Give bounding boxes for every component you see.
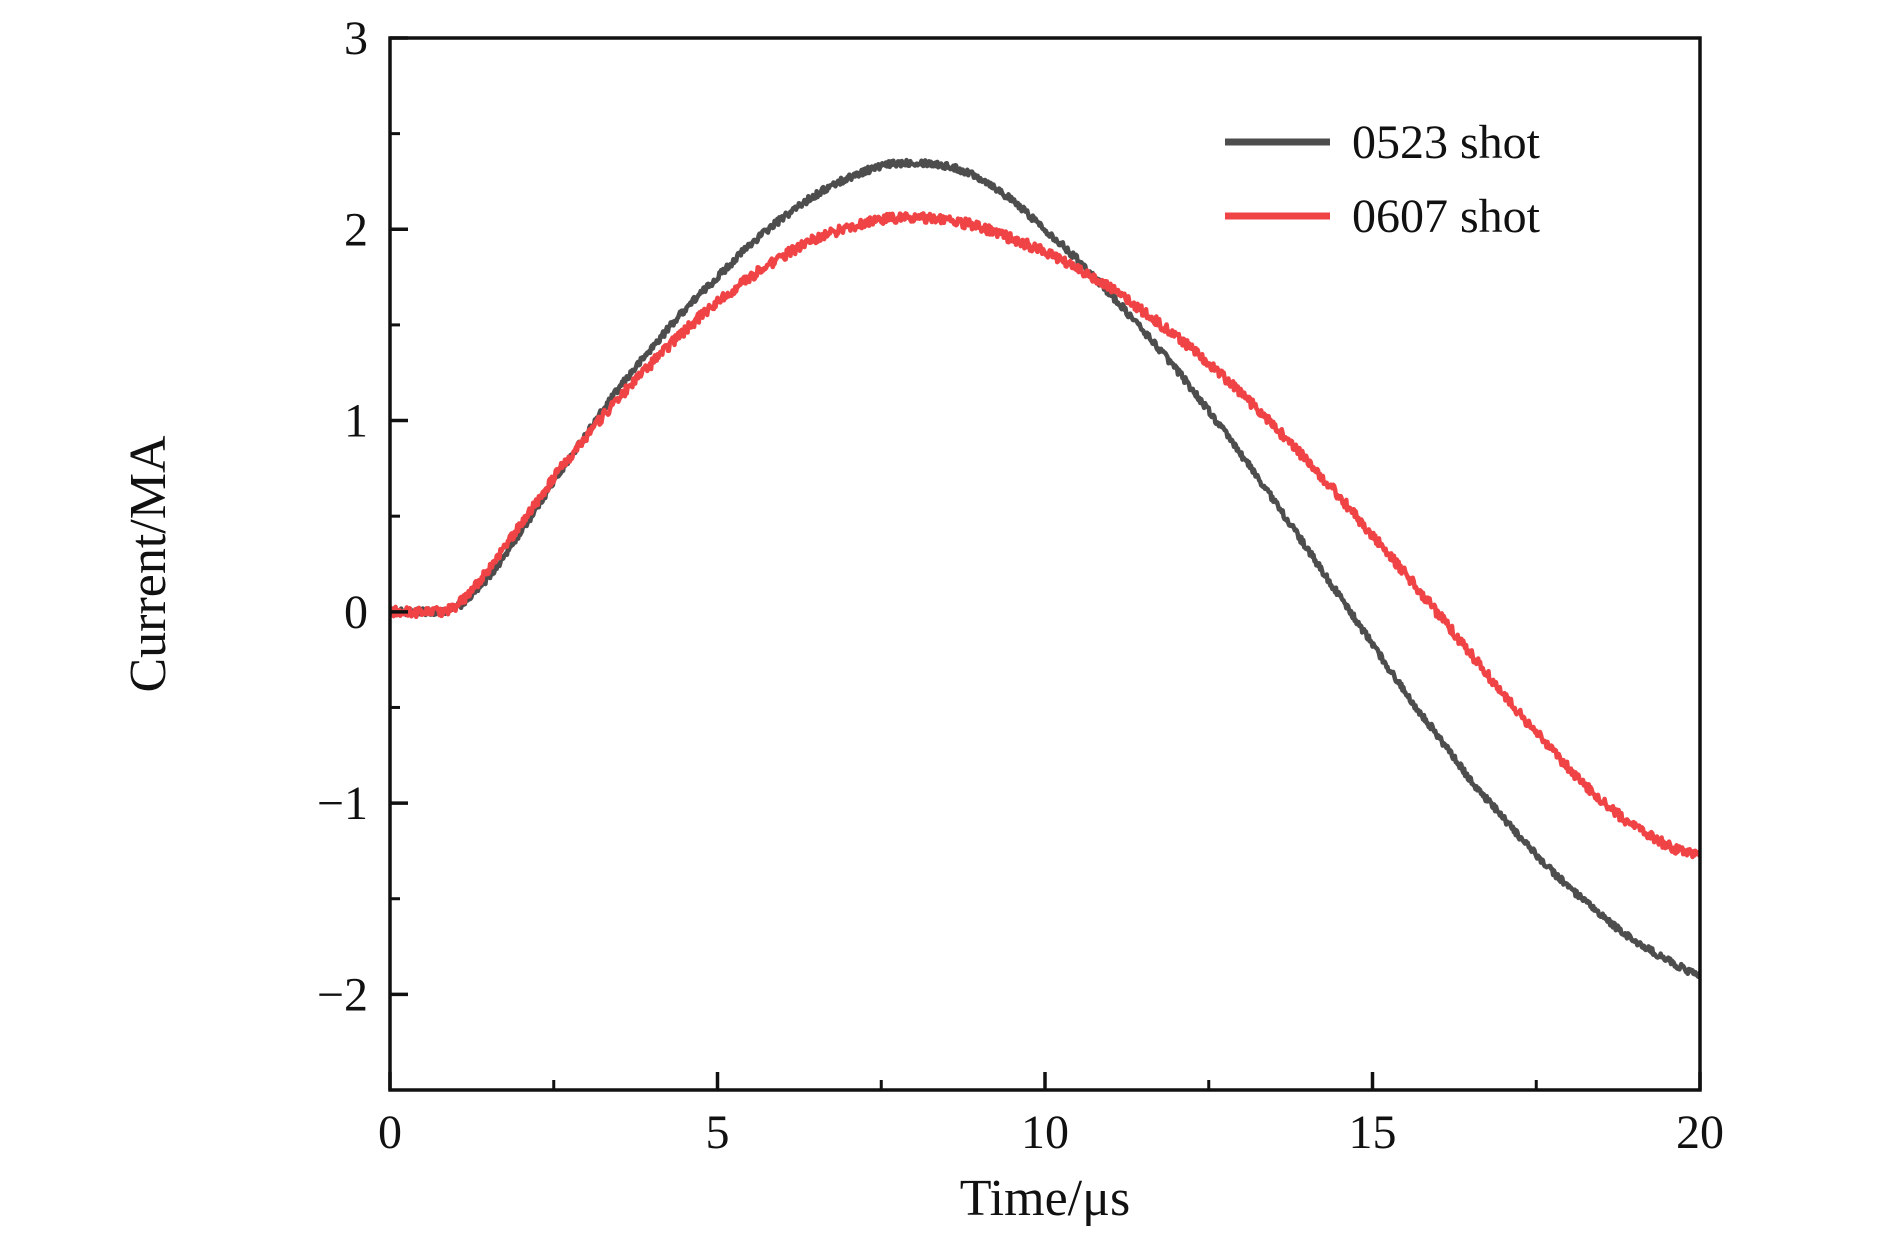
legend-label-0607: 0607 shot	[1352, 190, 1541, 243]
y-tick-label: 0	[344, 586, 368, 639]
series-line-0523-shot	[390, 157, 1700, 979]
y-tick-label: 1	[344, 395, 368, 448]
y-tick-label: 3	[344, 12, 368, 65]
plot-curves	[390, 157, 1700, 979]
y-axis-title: Current/MA	[120, 435, 177, 693]
series-line-0607-shot	[390, 211, 1700, 860]
x-tick-label: 0	[378, 1106, 402, 1159]
y-tick-label: 2	[344, 203, 368, 256]
x-axis-title: Time/μs	[960, 1170, 1130, 1227]
x-tick-label: 5	[706, 1106, 730, 1159]
y-tick-label: −1	[317, 777, 368, 830]
legend-label-0523: 0523 shot	[1352, 116, 1541, 169]
y-tick-label: −2	[317, 968, 368, 1021]
x-tick-label: 10	[1021, 1106, 1069, 1159]
x-tick-label: 20	[1676, 1106, 1724, 1159]
legend: 0523 shot 0607 shot	[1225, 116, 1541, 243]
x-tick-label: 15	[1349, 1106, 1397, 1159]
